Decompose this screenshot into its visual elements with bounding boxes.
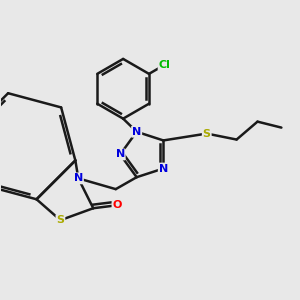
Text: S: S [56,215,64,225]
Text: Cl: Cl [159,60,170,70]
Text: N: N [132,127,141,137]
Text: S: S [203,129,211,139]
Text: N: N [159,164,168,173]
Text: N: N [116,149,125,160]
Text: N: N [74,173,83,183]
Text: O: O [112,200,122,210]
